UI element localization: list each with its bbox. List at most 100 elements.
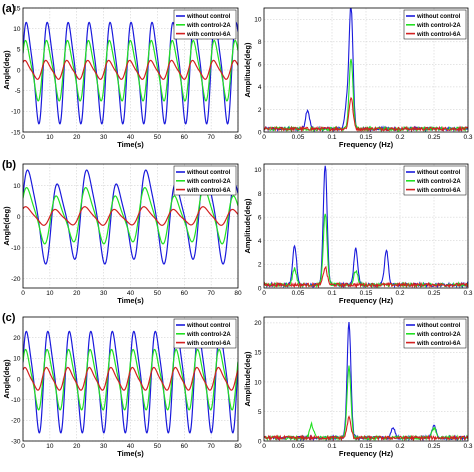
row0-freq-xtick-label-5: 0.25: [428, 134, 441, 141]
row1-freq-ytick-label-5: 10: [254, 167, 262, 174]
row2-freq-legend-label-0: without control: [416, 323, 461, 329]
row2-time-legend-label-0: without control: [186, 323, 231, 329]
row2-time-legend: without control with control-2A with contr…: [173, 318, 237, 349]
row2-freq-xtick-label-0: 0: [262, 443, 266, 450]
row1-freq-ylabel: Amplitude(deg): [243, 198, 252, 253]
row1-time-xtick-label-8: 80: [234, 290, 242, 297]
row2-freq-xtick-label-4: 0.2: [395, 443, 404, 450]
row0-freq-legend-label-2: with control-6A: [416, 32, 461, 38]
row2-time-xtick-label-3: 30: [100, 443, 108, 450]
row1-freq-legend-label-1: with control-2A: [416, 179, 461, 185]
row1-time-xtick-label-4: 40: [127, 290, 135, 297]
row1-freq-legend-label-0: without control: [416, 170, 461, 176]
row1-freq-axes: 0 0.05 0.1 0.15 0.2 0.25 0.3 0 2 4 6 8 10 without con…: [243, 163, 473, 305]
row2-time-ytick-label-1: -20: [11, 418, 21, 425]
row2-freq-ytick-label-3: 15: [254, 350, 262, 357]
row1-time-legend-label-0: without control: [186, 170, 231, 176]
row1-freq-xtick-label-0: 0: [262, 290, 266, 297]
row0-freq-ytick-label-3: 6: [258, 62, 262, 69]
row2-freq-legend: without control with control-2A with contr…: [403, 318, 467, 349]
row0-time-axes: 0 10 20 30 40 50 60 70 80 -15 -10 -5 0 5 10 15 without c…: [2, 5, 242, 149]
row1-freq-xtick-label-4: 0.2: [395, 290, 404, 297]
row2-time-ylabel: Angle(deg): [2, 359, 11, 399]
row0-freq-axes: 0 0.05 0.1 0.15 0.2 0.25 0.3 0 2 4 6 8 10 without con…: [243, 7, 473, 149]
row0-time-xtick-label-5: 50: [154, 134, 162, 141]
row0-freq-xtick-label-1: 0.05: [292, 134, 305, 141]
row1-freq-xtick-label-6: 0.3: [463, 290, 472, 297]
row1-time-ytick-label-2: 0: [17, 214, 21, 221]
row2-freq-xtick-label-6: 0.3: [463, 443, 472, 450]
row1-time-xtick-label-3: 30: [100, 290, 108, 297]
row0-freq-legend: without control with control-2A with contr…: [403, 9, 467, 40]
row0-freq-legend-label-1: with control-2A: [416, 23, 461, 29]
row2-time-series-1: [23, 348, 238, 411]
row1-time-xtick-label-2: 20: [73, 290, 81, 297]
row0-time-legend-label-1: with control-2A: [186, 23, 231, 29]
row2-freq-ytick-label-0: 0: [258, 438, 262, 445]
row2-time-ytick-label-5: 20: [13, 335, 21, 342]
row0-freq-xtick-label-2: 0.1: [327, 134, 336, 141]
row0-time-series-1: [23, 39, 238, 102]
row2-time-ytick-label-0: -30: [11, 438, 21, 445]
row2-time-xlabel: Time(s): [117, 449, 144, 458]
row0-time-legend-label-0: without control: [186, 14, 231, 20]
row1-time-xtick-label-7: 70: [208, 290, 216, 297]
row1-time-frame: [22, 163, 239, 289]
row2-freq-xlabel: Frequency (Hz): [339, 449, 394, 458]
row2-time-xtick-label-2: 20: [73, 443, 81, 450]
row0-freq-legend-label-0: without control: [416, 14, 461, 20]
row2-time-xtick-label-0: 0: [21, 443, 25, 450]
row1-freq-ytick-label-3: 6: [258, 214, 262, 221]
row2-time-xtick-label-6: 60: [181, 443, 189, 450]
row0-time-xtick-label-4: 40: [127, 134, 135, 141]
row1-freq-ytick-label-1: 2: [258, 262, 262, 269]
row1-time-legend-label-2: with control-6A: [186, 188, 231, 194]
row1-freq-xtick-label-2: 0.1: [327, 290, 336, 297]
row1-time-xtick-label-1: 10: [46, 290, 54, 297]
row0-time-ytick-label-2: -5: [15, 88, 21, 95]
row2-panel-label: (c): [2, 312, 16, 324]
row2-freq-series-2: [264, 415, 468, 441]
row0-freq-ylabel: Amplitude(deg): [243, 42, 252, 97]
row1-freq-ytick-label-0: 0: [258, 285, 262, 292]
row1-freq-legend: without control with control-2A with contr…: [403, 165, 467, 196]
row2-freq-xtick-label-5: 0.25: [428, 443, 441, 450]
row0-time-xlabel: Time(s): [117, 140, 144, 149]
row1-time-xtick-label-6: 60: [181, 290, 189, 297]
row0-time-xtick-label-2: 20: [73, 134, 81, 141]
row0-time-frame: [22, 7, 239, 133]
row1-freq-legend-label-2: with control-6A: [416, 188, 461, 194]
row1-freq-xlabel: Frequency (Hz): [339, 296, 394, 305]
row1-time-legend-label-1: with control-2A: [186, 179, 231, 185]
row0-time-ytick-label-5: 10: [13, 26, 21, 33]
row1-time-ylabel: Angle(deg): [2, 206, 11, 246]
row2-freq-frame: [263, 316, 469, 442]
row1-time-xtick-label-5: 50: [154, 290, 162, 297]
row2-freq-xtick-label-2: 0.1: [327, 443, 336, 450]
row2-time-axes: 0 10 20 30 40 50 60 70 80 -30 -20 -10 0 10 20 without c…: [2, 316, 242, 458]
row2-time-xtick-label-1: 10: [46, 443, 54, 450]
row0-freq-xlabel: Frequency (Hz): [339, 140, 394, 149]
row2-time-xtick-label-8: 80: [234, 443, 242, 450]
row1-panel-label: (b): [2, 159, 16, 171]
row0-time-xtick-label-7: 70: [208, 134, 216, 141]
row2-time-ytick-label-4: 10: [13, 356, 21, 363]
row0-freq-series-2: [264, 96, 468, 132]
row0-time-xtick-label-1: 10: [46, 134, 54, 141]
row0-freq-ytick-label-2: 4: [258, 84, 262, 91]
row2-time-xtick-label-7: 70: [208, 443, 216, 450]
row0-freq-xtick-label-0: 0: [262, 134, 266, 141]
row2-freq-xtick-label-3: 0.15: [360, 443, 373, 450]
row1-time-ytick-label-3: 10: [13, 183, 21, 190]
row0-time-xtick-label-6: 60: [181, 134, 189, 141]
row1-freq-frame: [263, 163, 469, 289]
row1-freq-series-2: [264, 265, 468, 288]
row0-freq-frame: [263, 7, 469, 133]
row0-freq-ytick-label-4: 8: [258, 39, 262, 46]
row1-freq-ytick-label-2: 4: [258, 238, 262, 245]
row1-freq-xtick-label-3: 0.15: [360, 290, 373, 297]
row2-freq-legend-label-2: with control-6A: [416, 341, 461, 347]
row1-freq-ytick-label-4: 8: [258, 191, 262, 198]
row2-time-legend-label-1: with control-2A: [186, 332, 231, 338]
row1-time-axes: 0 10 20 30 40 50 60 70 80 -20 -10 0 10 without contro…: [2, 163, 242, 305]
